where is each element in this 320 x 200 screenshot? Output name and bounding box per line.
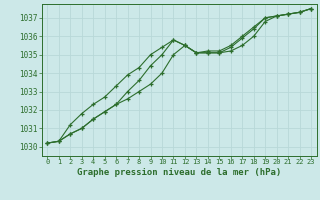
X-axis label: Graphe pression niveau de la mer (hPa): Graphe pression niveau de la mer (hPa) [77, 168, 281, 177]
